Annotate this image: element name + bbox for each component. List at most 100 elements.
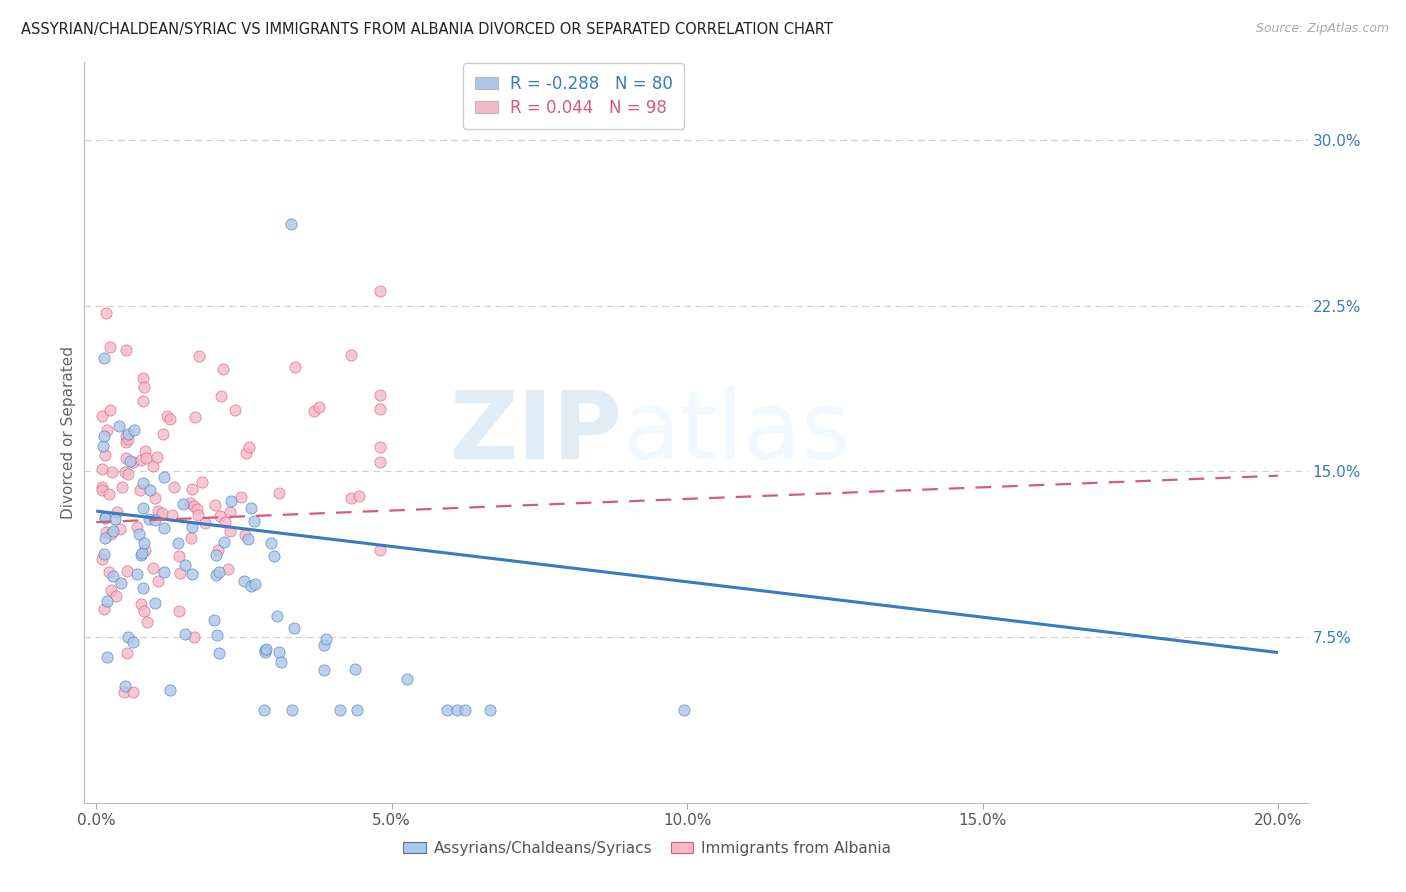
Point <box>134 380 156 394</box>
Point <box>159 411 181 425</box>
Point <box>368 285 391 299</box>
Point <box>219 524 242 538</box>
Point <box>208 565 231 579</box>
Point <box>143 513 166 527</box>
Point <box>91 552 114 566</box>
Point <box>132 500 155 515</box>
Point <box>96 423 118 437</box>
Point <box>93 428 115 442</box>
Point <box>159 683 181 698</box>
Point <box>114 679 136 693</box>
Point <box>125 519 148 533</box>
Point <box>167 536 190 550</box>
Point <box>238 532 260 546</box>
Point <box>267 645 290 659</box>
Point <box>253 643 276 657</box>
Point <box>105 505 128 519</box>
Point <box>127 567 149 582</box>
Point <box>242 514 264 528</box>
Point <box>143 491 166 505</box>
Point <box>188 349 211 363</box>
Point <box>217 561 239 575</box>
Point <box>219 494 242 508</box>
Point <box>190 475 212 489</box>
Point <box>108 419 131 434</box>
Point <box>152 426 174 441</box>
Text: ASSYRIAN/CHALDEAN/SYRIAC VS IMMIGRANTS FROM ALBANIA DIVORCED OR SEPARATED CORREL: ASSYRIAN/CHALDEAN/SYRIAC VS IMMIGRANTS F… <box>21 22 832 37</box>
Point <box>111 480 134 494</box>
Point <box>315 632 337 647</box>
Y-axis label: Divorced or Separated: Divorced or Separated <box>60 346 76 519</box>
Point <box>91 409 114 424</box>
Point <box>243 577 266 591</box>
Point <box>112 685 135 699</box>
Point <box>152 506 174 520</box>
Point <box>114 465 136 479</box>
Point <box>205 628 228 642</box>
Point <box>673 703 696 717</box>
Point <box>368 455 391 469</box>
Point <box>110 576 132 591</box>
Point <box>129 452 152 467</box>
Point <box>134 444 156 458</box>
Point <box>183 630 205 644</box>
Point <box>180 482 202 496</box>
Point <box>209 389 232 403</box>
Point <box>117 630 139 644</box>
Point <box>93 351 115 365</box>
Point <box>156 409 179 423</box>
Point <box>101 569 124 583</box>
Point <box>142 561 165 575</box>
Point <box>96 649 118 664</box>
Point <box>138 511 160 525</box>
Point <box>128 483 150 497</box>
Point <box>204 499 226 513</box>
Point <box>235 446 257 460</box>
Point <box>122 423 145 437</box>
Point <box>252 703 274 717</box>
Point <box>205 567 228 582</box>
Point <box>233 528 256 542</box>
Point <box>91 480 114 494</box>
Point <box>131 546 153 560</box>
Point <box>284 359 307 374</box>
Point <box>209 509 232 524</box>
Point <box>100 527 122 541</box>
Point <box>340 348 363 362</box>
Text: Source: ZipAtlas.com: Source: ZipAtlas.com <box>1256 22 1389 36</box>
Point <box>142 458 165 473</box>
Point <box>202 613 225 627</box>
Point <box>114 450 136 465</box>
Point <box>160 508 183 523</box>
Point <box>131 475 153 490</box>
Point <box>233 574 256 589</box>
Point <box>308 401 330 415</box>
Point <box>173 626 195 640</box>
Point <box>114 343 136 357</box>
Point <box>96 525 118 540</box>
Point <box>263 549 285 563</box>
Point <box>183 499 205 513</box>
Point <box>98 565 121 579</box>
Point <box>131 548 153 562</box>
Point <box>132 581 155 595</box>
Point <box>238 440 260 454</box>
Point <box>110 522 132 536</box>
Legend: Assyrians/Chaldeans/Syriacs, Immigrants from Albania: Assyrians/Chaldeans/Syriacs, Immigrants … <box>396 835 897 862</box>
Point <box>212 362 235 376</box>
Point <box>139 483 162 497</box>
Point <box>436 703 458 717</box>
Point <box>148 504 170 518</box>
Point <box>98 402 121 417</box>
Point <box>218 505 240 519</box>
Point <box>446 703 468 717</box>
Point <box>100 582 122 597</box>
Point <box>207 543 229 558</box>
Point <box>143 596 166 610</box>
Point <box>122 635 145 649</box>
Point <box>240 579 263 593</box>
Point <box>368 388 391 402</box>
Point <box>128 527 150 541</box>
Point <box>129 597 152 611</box>
Point <box>212 534 235 549</box>
